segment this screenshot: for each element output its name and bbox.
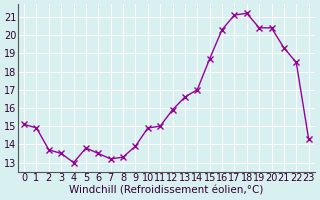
X-axis label: Windchill (Refroidissement éolien,°C): Windchill (Refroidissement éolien,°C)	[69, 186, 264, 196]
